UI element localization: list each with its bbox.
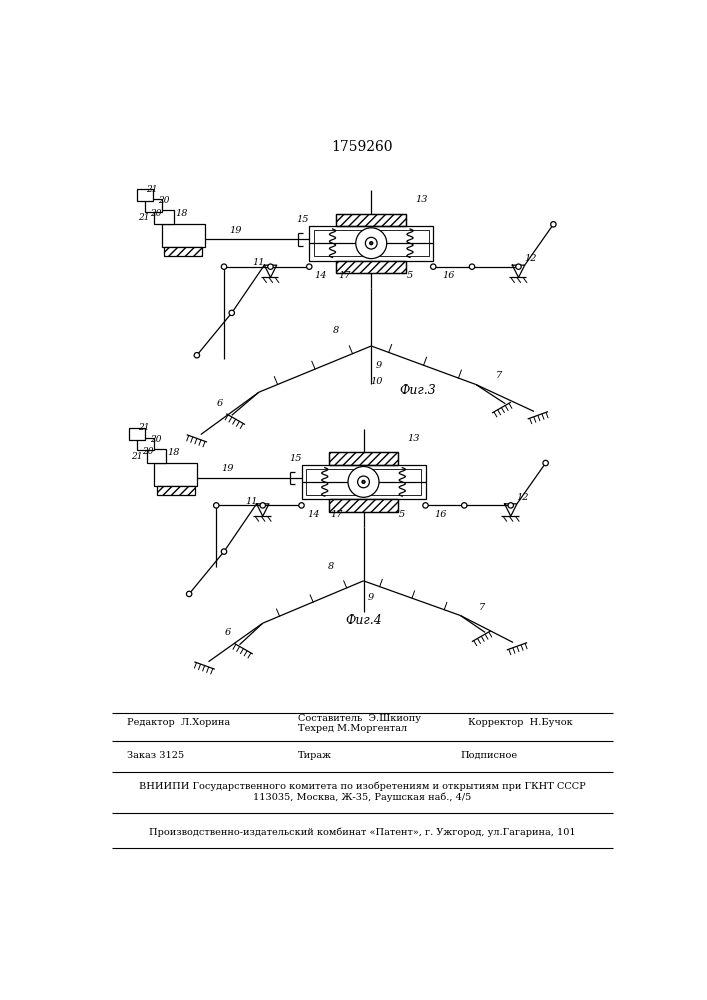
Bar (154, 463, 197, 486)
Text: Заказ 3125: Заказ 3125 (127, 751, 185, 760)
Text: 7: 7 (496, 371, 502, 380)
Bar (309, 226, 433, 261)
Text: 20: 20 (158, 196, 169, 205)
Circle shape (268, 264, 273, 269)
Circle shape (194, 353, 199, 358)
Text: 11: 11 (252, 258, 265, 267)
Bar (337, 214, 406, 226)
Bar (137, 189, 153, 201)
Text: Подписное: Подписное (460, 751, 518, 760)
Circle shape (214, 503, 219, 508)
Text: 13: 13 (416, 195, 428, 204)
Text: 9: 9 (376, 361, 382, 370)
Text: Производственно-издательский комбинат «Патент», г. Ужгород, ул.Гагарина, 101: Производственно-издательский комбинат «П… (148, 828, 575, 837)
Circle shape (358, 476, 369, 488)
Text: 14: 14 (307, 510, 320, 519)
Circle shape (508, 503, 513, 508)
Circle shape (551, 222, 556, 227)
Text: Корректор  Н.Бучок: Корректор Н.Бучок (468, 718, 573, 727)
Text: 21: 21 (131, 452, 142, 461)
Text: 5: 5 (407, 271, 413, 280)
Circle shape (260, 503, 265, 508)
Text: 16: 16 (435, 510, 448, 519)
Text: 17: 17 (338, 271, 351, 280)
Text: 18: 18 (168, 448, 180, 457)
Bar (129, 428, 145, 440)
Text: 20: 20 (142, 447, 154, 456)
Circle shape (221, 264, 227, 269)
Text: 21: 21 (139, 213, 150, 222)
Bar (337, 261, 406, 273)
Text: Тираж: Тираж (298, 751, 332, 760)
Text: Редактор  Л.Хорина: Редактор Л.Хорина (127, 718, 230, 727)
Text: 5: 5 (399, 510, 405, 519)
Bar (301, 465, 426, 499)
Circle shape (348, 466, 379, 497)
Bar (164, 247, 202, 256)
Bar (137, 438, 154, 450)
Text: 113035, Москва, Ж-35, Раушская наб., 4/5: 113035, Москва, Ж-35, Раушская наб., 4/5 (253, 792, 471, 802)
Text: 19: 19 (221, 464, 234, 473)
Text: 12: 12 (524, 254, 537, 263)
Bar (154, 210, 174, 224)
Bar (162, 224, 204, 247)
Bar (329, 499, 398, 512)
Text: 20: 20 (150, 435, 162, 444)
Text: 15: 15 (297, 215, 309, 224)
Text: 6: 6 (217, 399, 223, 408)
Text: 19: 19 (229, 226, 242, 235)
Circle shape (221, 549, 227, 554)
Bar (329, 452, 398, 465)
Circle shape (543, 460, 549, 466)
Text: 21: 21 (146, 185, 158, 194)
Circle shape (229, 310, 235, 316)
Text: 8: 8 (333, 326, 339, 335)
Text: ВНИИПИ Государственного комитета по изобретениям и открытиям при ГКНТ СССР: ВНИИПИ Государственного комитета по изоб… (139, 781, 585, 791)
Circle shape (431, 264, 436, 269)
Text: 9: 9 (368, 593, 375, 602)
Bar (156, 486, 194, 495)
Text: 12: 12 (516, 493, 529, 502)
Text: 20: 20 (150, 209, 162, 218)
Circle shape (370, 242, 373, 245)
Bar (306, 469, 421, 495)
Circle shape (187, 591, 192, 597)
Text: Фиг.3: Фиг.3 (399, 384, 436, 397)
Bar (145, 199, 162, 212)
Text: 15: 15 (289, 454, 302, 463)
Text: Техред М.Моргентал: Техред М.Моргентал (298, 724, 407, 733)
Circle shape (356, 228, 387, 259)
Circle shape (362, 480, 365, 483)
Circle shape (469, 264, 474, 269)
Text: 10: 10 (370, 377, 383, 386)
Circle shape (366, 237, 377, 249)
Circle shape (462, 503, 467, 508)
Text: 18: 18 (175, 209, 187, 218)
Text: 7: 7 (479, 603, 485, 612)
Text: 6: 6 (225, 628, 231, 637)
Bar (146, 449, 166, 463)
Text: 14: 14 (315, 271, 327, 280)
Text: 8: 8 (328, 562, 334, 571)
Circle shape (299, 503, 304, 508)
Bar (337, 214, 406, 226)
Text: 1759260: 1759260 (331, 140, 392, 154)
Text: 21: 21 (139, 424, 150, 432)
Bar (337, 261, 406, 273)
Text: 16: 16 (443, 271, 455, 280)
Text: 17: 17 (330, 510, 343, 519)
Bar (329, 499, 398, 512)
Text: Фиг.4: Фиг.4 (345, 614, 382, 627)
Bar (314, 230, 428, 256)
Circle shape (516, 264, 521, 269)
Text: 11: 11 (245, 497, 257, 506)
Bar (329, 452, 398, 465)
Text: Составитель  Э.Шкиопу: Составитель Э.Шкиопу (298, 714, 421, 723)
Circle shape (423, 503, 428, 508)
Text: 13: 13 (408, 434, 420, 443)
Circle shape (307, 264, 312, 269)
